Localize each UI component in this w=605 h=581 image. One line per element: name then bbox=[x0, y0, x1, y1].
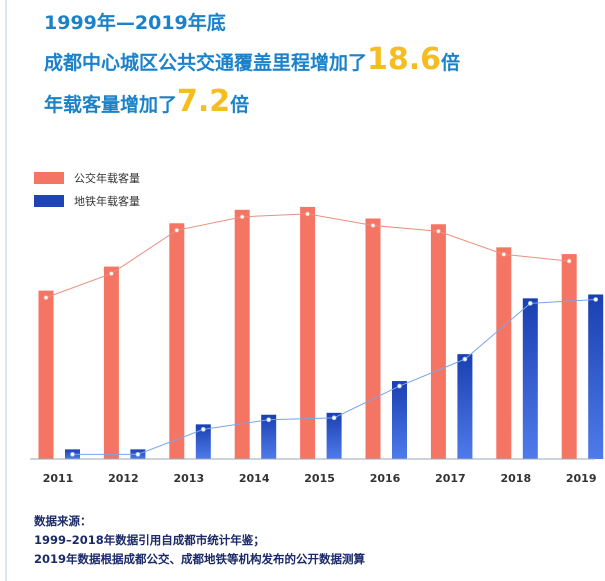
metro-point bbox=[70, 451, 75, 457]
headline-line-2: 成都中心城区公共交通覆盖里程增加了18.6倍 bbox=[44, 42, 460, 77]
headline-line-3: 年载客量增加了7.2倍 bbox=[44, 84, 249, 119]
bus-point bbox=[109, 271, 114, 276]
headline-ridership-value: 7.2 bbox=[177, 84, 231, 119]
bus-bar-2013 bbox=[169, 223, 185, 459]
left-accent-rule bbox=[5, 0, 7, 581]
bus-bar-2015 bbox=[300, 206, 316, 459]
bus-bars bbox=[38, 206, 577, 459]
bus-point bbox=[174, 227, 180, 233]
headline-line-1: 1999年—2019年底 bbox=[44, 8, 226, 35]
bus-bar-2016 bbox=[365, 218, 381, 459]
headline-ridership-text: 年载客量增加了 bbox=[44, 94, 178, 116]
bus-point bbox=[305, 211, 311, 217]
metro-point bbox=[266, 417, 272, 423]
bus-point bbox=[239, 214, 245, 220]
legend-swatch-bus bbox=[34, 172, 64, 184]
metro-bar-2016 bbox=[392, 381, 407, 459]
x-tick-label: 2017 bbox=[435, 472, 466, 485]
bus-point bbox=[370, 223, 376, 228]
metro-bar-2015 bbox=[326, 412, 342, 459]
metro-bar-2017 bbox=[457, 354, 473, 459]
metro-point bbox=[200, 426, 206, 432]
metro-point bbox=[135, 451, 141, 457]
bus-point bbox=[435, 228, 441, 234]
source-title: 数据来源： bbox=[34, 514, 92, 528]
headline-coverage-suffix: 倍 bbox=[441, 52, 461, 74]
metro-bar-2019 bbox=[588, 294, 604, 459]
metro-point bbox=[397, 383, 402, 389]
bus-bar-2011 bbox=[38, 290, 54, 459]
x-tick-label: 2015 bbox=[304, 472, 335, 485]
bus-bar-2012 bbox=[103, 266, 119, 459]
bus-point bbox=[501, 251, 507, 257]
metro-point bbox=[527, 300, 533, 306]
source-line-1: 1999–2018年数据引用自成都市统计年鉴； bbox=[34, 533, 265, 547]
x-tick-label: 2012 bbox=[108, 472, 139, 485]
legend-label-bus: 公交年载客量 bbox=[74, 171, 140, 185]
headline-coverage-text: 成都中心城区公共交通覆盖里程增加了 bbox=[44, 52, 368, 74]
metro-point bbox=[462, 356, 468, 362]
metro-bar-2014 bbox=[261, 414, 277, 459]
x-axis-tick-labels: 2011 2012 2013 2014 2015 2016 2017 2018 2019 bbox=[43, 472, 597, 485]
metro-bars bbox=[65, 294, 604, 459]
x-tick-label: 2019 bbox=[566, 472, 597, 485]
headline-ridership-suffix: 倍 bbox=[230, 94, 250, 116]
bus-bar-2019 bbox=[561, 254, 577, 459]
trend-lines bbox=[43, 211, 599, 457]
bus-point bbox=[566, 258, 572, 264]
bus-bar-2014 bbox=[234, 209, 250, 459]
metro-bar-2013 bbox=[195, 424, 211, 459]
bus-bar-2018 bbox=[496, 247, 512, 459]
headline-years: 1999年—2019年底 bbox=[44, 12, 226, 34]
x-tick-label: 2011 bbox=[43, 472, 74, 485]
legend-swatch-metro bbox=[34, 195, 64, 207]
data-source-note: 数据来源： 1999–2018年数据引用自成都市统计年鉴； 2019年数据根据成… bbox=[34, 512, 365, 569]
x-tick-label: 2013 bbox=[173, 472, 204, 485]
source-line-2: 2019年数据根据成都公交、成都地铁等机构发布的公开数据测算 bbox=[34, 552, 366, 566]
metro-point bbox=[593, 297, 599, 302]
bus-bar-2017 bbox=[430, 224, 446, 459]
legend-label-metro: 地铁年载客量 bbox=[74, 194, 140, 208]
metro-bar-2018 bbox=[522, 298, 538, 459]
bus-point bbox=[43, 295, 49, 301]
headline-coverage-value: 18.6 bbox=[367, 42, 442, 77]
x-tick-label: 2016 bbox=[370, 472, 401, 485]
x-tick-label: 2018 bbox=[500, 472, 531, 485]
x-tick-label: 2014 bbox=[239, 472, 270, 485]
metro-point bbox=[331, 415, 337, 421]
